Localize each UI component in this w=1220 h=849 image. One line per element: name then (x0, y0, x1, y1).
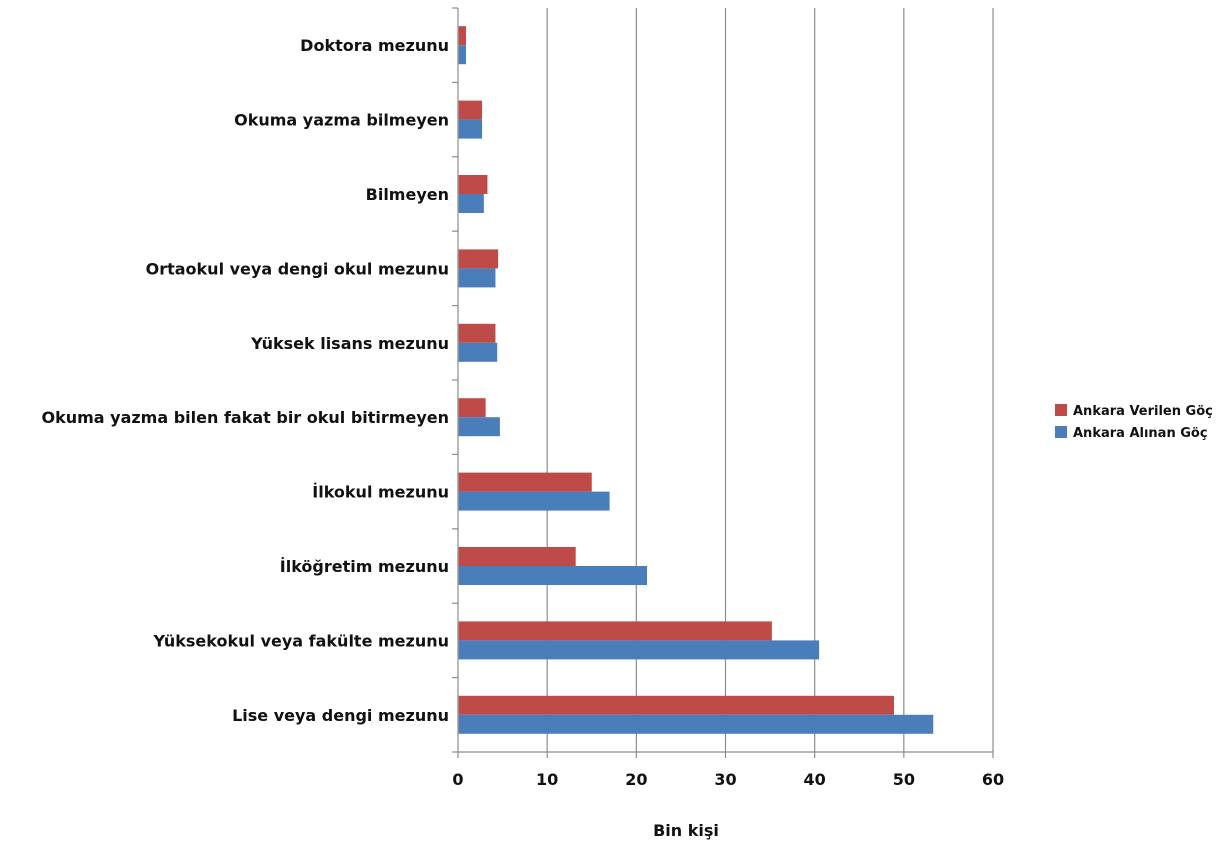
bar-verilen (458, 100, 483, 120)
bar-verilen (458, 249, 499, 269)
bar-alinan (458, 491, 610, 511)
x-tick-label: 50 (893, 770, 915, 789)
bars (458, 26, 934, 734)
legend-swatch (1055, 426, 1067, 438)
bar-alinan (458, 45, 467, 65)
axes (452, 7, 994, 758)
bar-alinan (458, 714, 934, 734)
x-tick-label: 60 (982, 770, 1004, 789)
category-label: Yüksek lisans mezunu (250, 334, 449, 353)
x-tick-label: 40 (804, 770, 826, 789)
labels: 0 10 20 30 40 50 60 Doktora mezunu Okuma yazma b… (41, 36, 1004, 789)
bar-alinan (458, 640, 820, 660)
bar-alinan (458, 417, 500, 437)
x-tick-label: 0 (452, 770, 463, 789)
bar-verilen (458, 175, 488, 194)
x-tick-label: 10 (536, 770, 558, 789)
bar-verilen (458, 26, 467, 46)
x-axis-title: Bin kişi (653, 821, 719, 840)
category-label: Ortaokul veya dengi okul mezunu (146, 259, 449, 278)
category-label: Okuma yazma bilen fakat bir okul bitirme… (41, 408, 449, 427)
category-label: İlköğretim mezunu (280, 557, 449, 576)
category-label: Doktora mezunu (300, 36, 449, 55)
bar-verilen (458, 323, 496, 343)
category-label: Okuma yazma bilmeyen (234, 111, 449, 130)
bar-alinan (458, 194, 484, 213)
category-label: Lise veya dengi mezunu (232, 706, 449, 725)
category-label: İlkokul mezunu (312, 483, 449, 502)
bar-verilen (458, 695, 895, 715)
legend: Ankara Verilen Göç Ankara Alınan Göç (1055, 404, 1213, 441)
category-label: Bilmeyen (366, 185, 449, 204)
bar-verilen (458, 621, 772, 641)
category-label: Yüksekokul veya fakülte mezunu (152, 631, 449, 650)
x-tick-label: 20 (625, 770, 647, 789)
legend-label: Ankara Alınan Göç (1073, 426, 1208, 441)
bar-alinan (458, 342, 498, 362)
bar-alinan (458, 119, 483, 139)
legend-swatch (1055, 404, 1067, 416)
bar-verilen (458, 547, 576, 566)
bar-alinan (458, 566, 648, 585)
bar-verilen (458, 398, 486, 418)
x-tick-label: 30 (714, 770, 736, 789)
bar-alinan (458, 268, 496, 288)
bar-verilen (458, 472, 592, 492)
legend-label: Ankara Verilen Göç (1073, 404, 1213, 419)
